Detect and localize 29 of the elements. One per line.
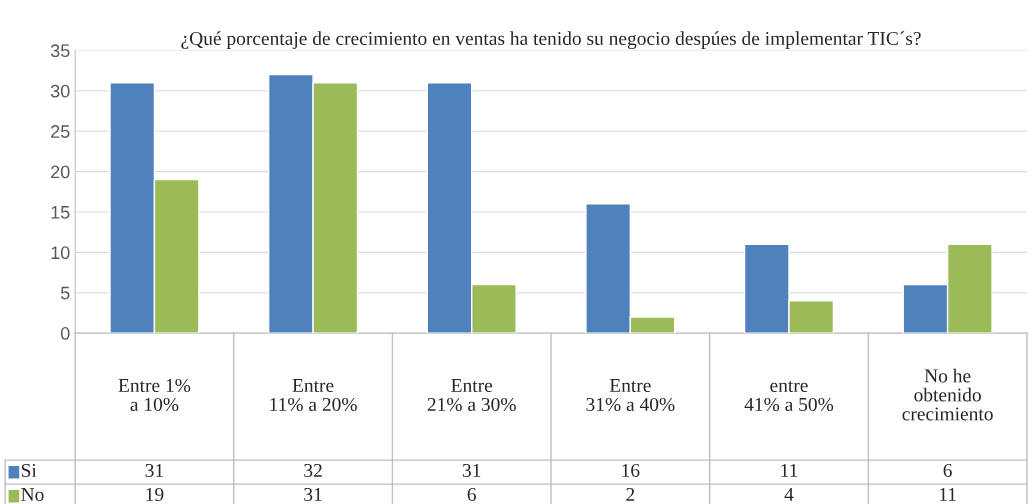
y-tick-label: 20 [51,165,70,179]
data-label: 16 [622,463,640,478]
data-label: 19 [146,487,164,502]
data-label: 31 [304,487,322,502]
y-tick-label: 25 [51,125,70,138]
x-tick-label: Entre 31% a 40% [586,379,675,412]
legend-label: Si [21,463,37,478]
y-tick-label: 10 [51,246,70,260]
y-tick-label: 5 [60,286,70,300]
data-label: 4 [784,488,794,501]
data-label: 11 [939,487,956,501]
x-tick-label: Entre 1% a 10% [118,378,191,412]
x-tick-label: Entre 11% a 20% [270,379,357,412]
data-label: 31 [145,463,163,478]
data-label: 31 [462,463,481,478]
data-label: 2 [626,487,635,501]
data-label: 11 [781,463,798,477]
data-label: 6 [467,487,476,502]
y-tick-label: 30 [50,84,70,98]
y-tick-label: 0 [60,327,70,340]
data-label: 6 [943,463,952,478]
legend-label: No [21,488,44,502]
y-tick-label: 15 [51,206,70,219]
x-tick-label: entre 41% a 50% [744,380,834,412]
x-tick-label: No he obtenido crecimiento [902,368,993,421]
x-tick-label: Entre 21% a 30% [427,379,516,412]
data-label: 32 [304,463,322,478]
chart-title: ¿Qué porcentaje de crecimiento en ventas ha tenido su negocio despúes de implementar TIC´s? [181,31,921,50]
y-tick-label: 35 [50,44,70,58]
